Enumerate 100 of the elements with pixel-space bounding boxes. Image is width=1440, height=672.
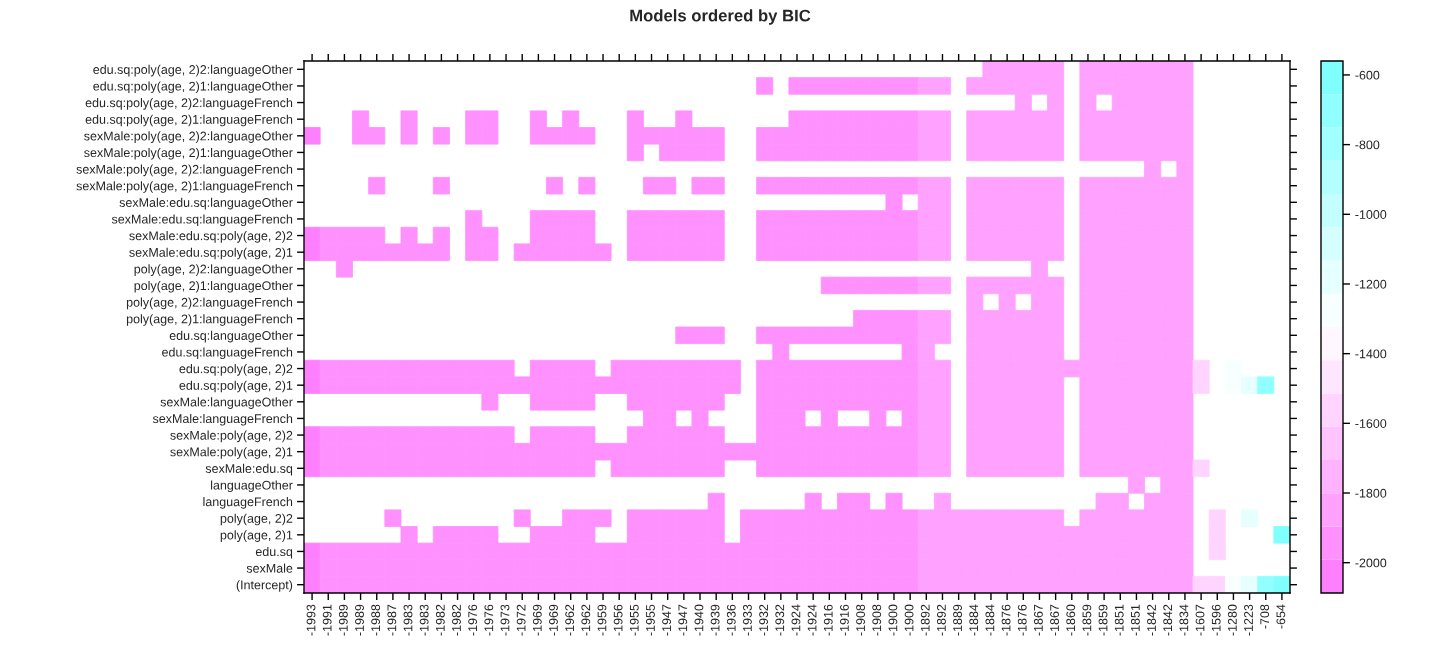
x-tick-label: -1596: [1211, 604, 1221, 636]
x-tick-label: -1933: [743, 604, 752, 636]
x-tick-label: -1851: [1130, 604, 1140, 636]
x-tick-label: -1223: [1244, 604, 1253, 636]
x-tick-label: -1982: [435, 604, 445, 636]
color-bar-label: -2000: [1355, 558, 1387, 568]
y-tick-label: sexMale:edu.sq:languageFrench: [111, 214, 293, 227]
y-tick-label: sexMale:edu.sq:poly(age, 2)2: [129, 231, 293, 243]
color-bar-label: -1200: [1355, 279, 1387, 289]
y-tick-label: edu.sq:languageFrench: [162, 347, 293, 360]
x-tick-label: -1860: [1066, 604, 1076, 636]
x-tick-label: -1867: [1050, 604, 1059, 636]
x-tick-label: -1972: [516, 604, 526, 636]
y-tick-label: poly(age, 2)2: [220, 513, 293, 526]
x-tick-label: -1892: [936, 604, 946, 636]
y-tick-label: sexMale:poly(age, 2)2: [170, 430, 293, 443]
y-tick-label: sexMale:poly(age, 2)1: [170, 447, 293, 459]
x-tick-label: -1859: [1082, 604, 1092, 636]
x-tick-label: -1859: [1098, 604, 1108, 636]
x-tick-label: -1969: [532, 604, 542, 636]
x-tick-label: -1916: [823, 604, 833, 636]
x-tick-label: -1916: [840, 604, 849, 636]
x-tick-label: -1955: [629, 604, 639, 636]
x-tick-label: -1991: [322, 604, 332, 636]
y-tick-label: languageOther: [211, 480, 293, 493]
x-tick-label: -1892: [920, 604, 930, 636]
x-tick-label: -1962: [581, 604, 591, 636]
x-tick-label: -1867: [1033, 604, 1043, 636]
y-tick-label: sexMale:poly(age, 2)1:languageFrench: [76, 181, 293, 193]
x-tick-label: -708: [1260, 604, 1270, 629]
y-tick-label: (Intercept): [236, 580, 293, 592]
x-tick-label: -1884: [969, 604, 979, 636]
y-tick-label: poly(age, 2)1:languageOther: [134, 280, 293, 293]
x-tick-label: -1989: [355, 604, 364, 636]
x-tick-label: -1983: [419, 604, 429, 636]
x-tick-label: -1983: [403, 604, 413, 636]
x-tick-label: -1900: [888, 604, 898, 636]
y-tick-label: edu.sq:poly(age, 2)1:languageOther: [93, 81, 293, 94]
color-bar-label: -800: [1355, 140, 1380, 150]
x-tick-label: -1947: [678, 604, 688, 636]
x-tick-label: -1976: [484, 604, 494, 636]
y-tick-label: sexMale:poly(age, 2)1:languageOther: [84, 147, 293, 160]
y-tick-label: edu.sq:poly(age, 2)2:languageFrench: [85, 98, 293, 110]
y-tick-label: sexMale:edu.sq:languageOther: [119, 197, 293, 210]
chart-title: Models ordered by BIC: [630, 9, 811, 25]
x-tick-label: -1940: [694, 604, 704, 636]
x-tick-label: -1607: [1195, 604, 1205, 636]
x-tick-label: -1908: [872, 604, 882, 636]
color-bar-label: -600: [1355, 70, 1380, 80]
x-tick-label: -1956: [613, 604, 623, 636]
x-tick-label: -1932: [759, 604, 769, 636]
x-tick-label: -1908: [856, 604, 866, 636]
y-tick-label: edu.sq:poly(age, 2)1: [179, 380, 293, 393]
y-tick-label: edu.sq:languageOther: [169, 330, 293, 343]
x-tick-label: -1889: [953, 604, 962, 636]
x-tick-label: -1989: [338, 604, 348, 636]
x-tick-label: -1900: [904, 604, 914, 636]
y-tick-label: poly(age, 2)1:languageFrench: [126, 314, 293, 326]
y-tick-label: edu.sq:poly(age, 2)1:languageFrench: [85, 114, 293, 127]
y-tick-label: poly(age, 2)2:languageOther: [134, 264, 293, 276]
x-tick-label: -1976: [468, 604, 478, 636]
y-tick-label: sexMale:poly(age, 2)2:languageOther: [84, 131, 293, 143]
x-tick-label: -1851: [1114, 604, 1124, 636]
x-tick-label: -1932: [775, 604, 785, 636]
y-tick-label: edu.sq: [255, 546, 293, 559]
x-tick-label: -1939: [710, 604, 720, 636]
x-tick-label: -1955: [646, 604, 655, 636]
y-tick-label: sexMale:edu.sq:poly(age, 2)1: [129, 247, 293, 260]
x-tick-label: -1973: [500, 604, 510, 636]
x-tick-label: -1924: [791, 604, 801, 636]
x-tick-label: -1842: [1163, 604, 1173, 636]
y-tick-label: poly(age, 2)1: [220, 530, 293, 542]
x-tick-label: -1876: [1001, 604, 1011, 636]
x-tick-label: -1884: [985, 604, 995, 636]
y-tick-label: edu.sq:poly(age, 2)2:languageOther: [93, 64, 293, 77]
y-tick-label: sexMale:languageOther: [160, 397, 293, 409]
x-tick-label: -1947: [662, 604, 672, 636]
x-tick-label: -1280: [1227, 604, 1237, 636]
x-tick-label: -1962: [565, 604, 575, 636]
y-tick-label: edu.sq:poly(age, 2)2: [179, 364, 293, 376]
x-tick-label: -1936: [726, 604, 736, 636]
y-tick-label: languageFrench: [203, 497, 293, 509]
x-tick-label: -1924: [807, 604, 817, 636]
color-bar-label: -1600: [1355, 419, 1387, 428]
y-tick-label: sexMale:languageFrench: [152, 413, 293, 426]
x-tick-label: -1982: [452, 604, 461, 636]
x-tick-label: -1842: [1147, 604, 1156, 636]
color-bar-label: -1000: [1355, 210, 1387, 219]
x-tick-label: -1993: [306, 604, 316, 636]
y-tick-label: sexMale:poly(age, 2)2:languageFrench: [76, 164, 293, 177]
y-tick-label: sexMale:edu.sq: [205, 463, 293, 476]
x-tick-label: -1988: [371, 604, 381, 636]
x-tick-label: -654: [1276, 604, 1286, 629]
color-bar-label: -1400: [1355, 349, 1387, 359]
y-tick-label: sexMale: [246, 563, 293, 573]
x-tick-label: -1987: [387, 604, 397, 636]
x-tick-label: -1876: [1017, 604, 1027, 636]
x-tick-label: -1969: [549, 604, 558, 636]
x-tick-label: -1959: [597, 604, 607, 636]
x-tick-label: -1834: [1179, 604, 1189, 636]
